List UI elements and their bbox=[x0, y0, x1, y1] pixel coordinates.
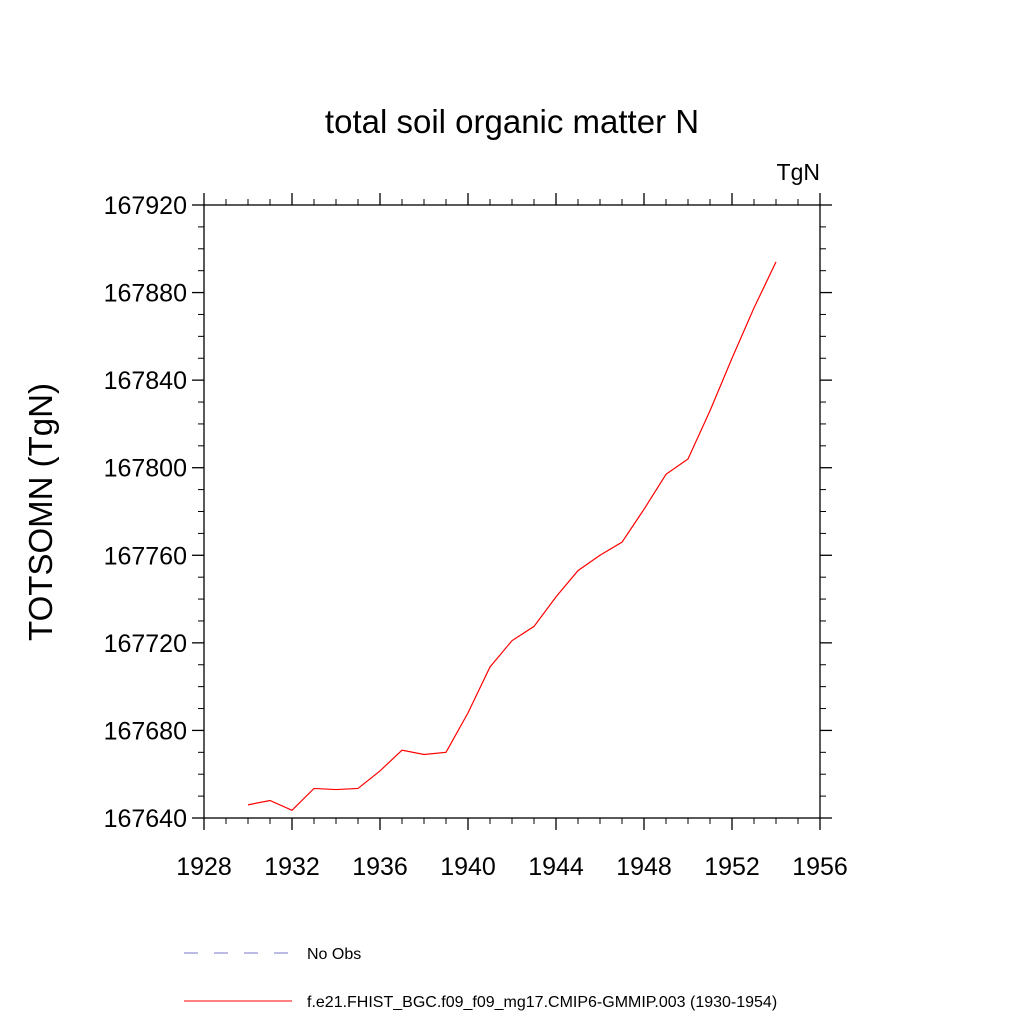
x-tick-label: 1932 bbox=[264, 853, 320, 881]
series-line-0 bbox=[247, 261, 777, 812]
y-tick-label: 167760 bbox=[104, 542, 187, 570]
y-axis-tick-labels: 167640 167680 167720 167760 167800 167840 1678… bbox=[104, 192, 187, 833]
y-tick-label: 167640 bbox=[104, 805, 187, 833]
series-lines bbox=[247, 261, 777, 812]
x-tick-label: 1952 bbox=[704, 853, 760, 881]
y-tick-label: 167800 bbox=[104, 455, 187, 483]
x-tick-label: 1948 bbox=[616, 853, 672, 881]
x-tick-label: 1936 bbox=[352, 853, 408, 881]
x-tick-label: 1940 bbox=[440, 853, 496, 881]
y-tick-label: 167920 bbox=[104, 192, 187, 220]
y-tick-label: 167680 bbox=[104, 717, 187, 745]
plot-frame bbox=[203, 204, 821, 819]
y-axis-ticks bbox=[192, 204, 832, 819]
y-tick-label: 167880 bbox=[104, 280, 187, 308]
x-axis-ticks bbox=[203, 193, 821, 830]
y-axis-label: TOTSOMN (TgN) bbox=[22, 383, 59, 641]
y-tick-label: 167720 bbox=[104, 630, 187, 658]
units-label: TgN bbox=[777, 159, 820, 185]
y-tick-label: 167840 bbox=[104, 367, 187, 395]
legend-label-model-run: f.e21.FHIST_BGC.f09_f09_mg17.CMIP6-GMMIP… bbox=[307, 994, 777, 1011]
chart-title: total soil organic matter N bbox=[325, 103, 699, 140]
legend-label-no-obs: No Obs bbox=[307, 946, 361, 963]
legend: No Obs f.e21.FHIST_BGC.f09_f09_mg17.CMIP… bbox=[184, 946, 777, 1011]
x-tick-label: 1928 bbox=[176, 853, 232, 881]
x-axis-tick-labels: 1928 1932 1936 1940 1944 1948 1952 1956 bbox=[176, 853, 848, 881]
x-tick-label: 1944 bbox=[528, 853, 584, 881]
x-tick-label: 1956 bbox=[792, 853, 848, 881]
